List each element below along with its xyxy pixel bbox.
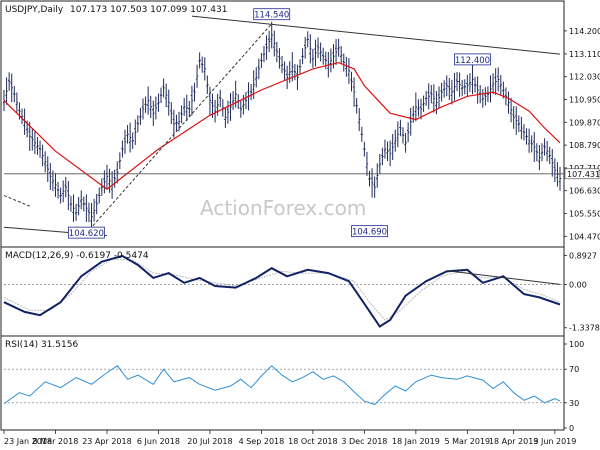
macd-line — [3, 254, 561, 328]
macd-title: MACD(12,26,9) -0.6197 -0.5474 — [5, 251, 149, 261]
price-annotation-label: 104.690 — [352, 228, 387, 238]
macd-panel — [0, 246, 565, 337]
x-tick-label: 8 Mar 2018 — [33, 437, 79, 446]
x-tick-label: 18 Oct 2018 — [288, 437, 337, 446]
rsi-series — [3, 365, 564, 406]
trendline — [85, 23, 273, 234]
x-tick-label: 4 Sep 2018 — [239, 437, 285, 446]
macd-tick-label: -1.3378 — [569, 324, 600, 333]
price-tick-label: 106.630 — [569, 187, 600, 196]
ohlc-label: 107.173 107.503 107.099 107.431 — [70, 5, 227, 15]
watermark: ActionForex.com — [200, 196, 366, 220]
price-tick-label: 110.950 — [569, 96, 600, 105]
macd-trendline — [446, 270, 561, 285]
x-tick-label: 23 Apr 2018 — [82, 437, 131, 446]
x-tick-label: 6 Jun 2018 — [137, 437, 180, 446]
price-annotation-box — [253, 8, 291, 21]
x-tick-label: 18 Apr 2019 — [489, 437, 538, 446]
x-tick-label: 3 Jun 2019 — [533, 437, 576, 446]
price-annotation-label: 104.620 — [69, 229, 104, 239]
x-tick-label: 3 Dec 2018 — [341, 437, 387, 446]
macd-tick-label: 0.00 — [569, 280, 587, 289]
rsi-panel — [0, 335, 565, 431]
rsi-tick-label: 100 — [569, 340, 584, 349]
price-tick-label: 108.790 — [569, 141, 600, 150]
x-tick-label: 20 Jul 2018 — [187, 437, 232, 446]
x-tick-label: 5 Mar 2019 — [445, 437, 491, 446]
macd-series — [3, 254, 564, 328]
price-tick-label: 109.870 — [569, 118, 600, 127]
price-tick-label: 114.200 — [569, 27, 600, 36]
rsi-tick-label: 30 — [569, 399, 579, 408]
x-tick-label: 18 Jan 2019 — [392, 437, 440, 446]
moving-average-line — [3, 61, 561, 190]
price-tick-label: 107.710 — [569, 164, 600, 173]
axes: 104.470 105.550 106.630 107.710 108.790 109.8… — [3, 27, 600, 446]
price-tick-label: 112.030 — [569, 73, 600, 82]
price-annotation-label: 114.540 — [254, 11, 289, 21]
price-series: 114.540 112.400 104.620 104.690 — [2, 8, 564, 239]
price-annotation-box — [67, 226, 105, 239]
rsi-title: RSI(14) 31.5156 — [5, 340, 78, 350]
price-tick-label: 105.550 — [569, 210, 600, 219]
rsi-line — [3, 365, 561, 406]
price-annotation-label: 112.400 — [455, 56, 490, 66]
price-annotation-box — [454, 53, 491, 66]
price-annotation-box — [351, 225, 388, 238]
price-tick-label: 113.110 — [569, 50, 600, 59]
price-panel — [0, 0, 565, 248]
x-tick-label: 23 Jan 2018 — [4, 437, 52, 446]
last-price-label: 107.431 — [567, 170, 600, 179]
rsi-tick-label: 0 — [569, 424, 574, 433]
price-tick-label: 104.470 — [569, 232, 600, 241]
rsi-tick-label: 70 — [569, 365, 579, 374]
trendline — [191, 15, 561, 55]
price-title: USDJPY,Daily — [5, 5, 64, 15]
macd-tick-label: 0.8927 — [569, 251, 597, 260]
last-price-tag — [564, 168, 600, 180]
